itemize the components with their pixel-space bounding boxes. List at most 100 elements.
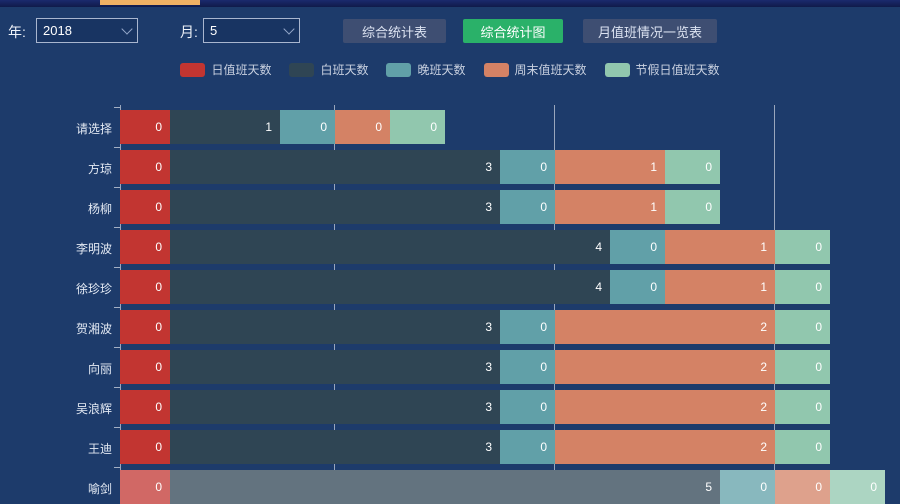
segment-value-label: 1	[650, 160, 657, 174]
legend-item[interactable]: 周末值班天数	[483, 61, 587, 78]
bar-segment-节假日值班天数[interactable]: 0	[775, 350, 830, 384]
segment-value-label: 0	[155, 320, 162, 334]
bar-segment-节假日值班天数[interactable]: 0	[830, 470, 885, 504]
bar-segment-周末值班天数[interactable]: 1	[555, 190, 665, 224]
category-label: 李明波	[75, 242, 112, 256]
chart-legend: 日值班天数 白班天数 晚班天数 周末值班天数 节假日值班天数	[0, 61, 900, 78]
legend-item[interactable]: 节假日值班天数	[604, 61, 720, 78]
bar-segment-周末值班天数[interactable]: 1	[665, 230, 775, 264]
month-select[interactable]: 5	[203, 18, 300, 43]
segment-value-label: 0	[815, 320, 822, 334]
month-label: 月:	[180, 24, 198, 40]
category-label: 杨柳	[87, 202, 112, 216]
bar-segment-晚班天数[interactable]: 0	[610, 270, 665, 304]
chart-row: 0 3 0 2 0	[120, 390, 830, 424]
bar-segment-白班天数[interactable]: 3	[170, 150, 500, 184]
bar-segment-周末值班天数[interactable]: 0	[775, 470, 830, 504]
bar-segment-节假日值班天数[interactable]: 0	[775, 270, 830, 304]
bar-segment-节假日值班天数[interactable]: 0	[665, 150, 720, 184]
year-select[interactable]: 2018	[36, 18, 138, 43]
bar-segment-白班天数[interactable]: 1	[170, 110, 280, 144]
bar-segment-日值班天数[interactable]: 0	[120, 270, 170, 304]
gridline	[334, 105, 335, 504]
bar-segment-白班天数[interactable]: 3	[170, 190, 500, 224]
summary-table-button[interactable]: 综合统计表	[343, 19, 446, 43]
legend-item[interactable]: 白班天数	[289, 61, 368, 78]
bar-segment-节假日值班天数[interactable]: 0	[775, 390, 830, 424]
segment-value-label: 3	[485, 320, 492, 334]
bar-segment-周末值班天数[interactable]: 1	[665, 270, 775, 304]
bar-segment-日值班天数[interactable]: 0	[120, 310, 170, 344]
bar-segment-晚班天数[interactable]: 0	[500, 190, 555, 224]
bar-segment-白班天数[interactable]: 4	[170, 230, 610, 264]
segment-value-label: 0	[155, 280, 162, 294]
segment-value-label: 0	[155, 160, 162, 174]
bar-segment-晚班天数[interactable]: 0	[720, 470, 775, 504]
bar-segment-节假日值班天数[interactable]: 0	[775, 310, 830, 344]
bar-segment-日值班天数[interactable]: 0	[120, 110, 170, 144]
bar-segment-周末值班天数[interactable]: 2	[555, 390, 775, 424]
segment-value-label: 4	[595, 280, 602, 294]
segment-value-label: 0	[155, 360, 162, 374]
segment-value-label: 0	[705, 200, 712, 214]
segment-value-label: 0	[320, 120, 327, 134]
bar-segment-周末值班天数[interactable]: 2	[555, 430, 775, 464]
y-axis-tick	[114, 267, 120, 268]
segment-value-label: 0	[815, 360, 822, 374]
bar-segment-晚班天数[interactable]: 0	[280, 110, 335, 144]
segment-value-label: 3	[485, 400, 492, 414]
chart-row: 0 3 0 2 0	[120, 310, 830, 344]
bar-segment-周末值班天数[interactable]: 2	[555, 350, 775, 384]
bar-segment-节假日值班天数[interactable]: 0	[665, 190, 720, 224]
bar-segment-白班天数[interactable]: 3	[170, 350, 500, 384]
segment-value-label: 2	[760, 360, 767, 374]
segment-value-label: 0	[375, 120, 382, 134]
bar-segment-周末值班天数[interactable]: 2	[555, 310, 775, 344]
bar-segment-白班天数[interactable]: 5	[170, 470, 720, 504]
bar-segment-日值班天数[interactable]: 0	[120, 230, 170, 264]
bar-segment-日值班天数[interactable]: 0	[120, 190, 170, 224]
bar-segment-日值班天数[interactable]: 0	[120, 350, 170, 384]
segment-value-label: 0	[155, 200, 162, 214]
bar-segment-节假日值班天数[interactable]: 0	[775, 230, 830, 264]
bar-segment-周末值班天数[interactable]: 0	[335, 110, 390, 144]
bar-segment-晚班天数[interactable]: 0	[500, 350, 555, 384]
segment-value-label: 3	[485, 160, 492, 174]
y-axis-tick	[114, 147, 120, 148]
y-axis-tick	[114, 347, 120, 348]
bar-segment-白班天数[interactable]: 4	[170, 270, 610, 304]
segment-value-label: 0	[815, 280, 822, 294]
segment-value-label: 2	[760, 320, 767, 334]
bar-segment-日值班天数[interactable]: 0	[120, 430, 170, 464]
bar-segment-日值班天数[interactable]: 0	[120, 150, 170, 184]
bar-segment-白班天数[interactable]: 3	[170, 430, 500, 464]
segment-value-label: 3	[485, 360, 492, 374]
bar-segment-晚班天数[interactable]: 0	[500, 150, 555, 184]
y-axis-tick	[114, 227, 120, 228]
bar-segment-晚班天数[interactable]: 0	[500, 310, 555, 344]
bar-segment-白班天数[interactable]: 3	[170, 310, 500, 344]
bar-segment-晚班天数[interactable]: 0	[500, 430, 555, 464]
bar-segment-日值班天数[interactable]: 0	[120, 390, 170, 424]
bar-segment-节假日值班天数[interactable]: 0	[775, 430, 830, 464]
bar-segment-白班天数[interactable]: 3	[170, 390, 500, 424]
legend-item[interactable]: 晚班天数	[386, 61, 466, 78]
month-duty-overview-button[interactable]: 月值班情况一览表	[583, 19, 717, 43]
segment-value-label: 0	[155, 440, 162, 454]
segment-value-label: 1	[650, 200, 657, 214]
summary-chart-button[interactable]: 综合统计图	[463, 19, 563, 43]
segment-value-label: 0	[155, 400, 162, 414]
bar-segment-晚班天数[interactable]: 0	[610, 230, 665, 264]
bar-segment-节假日值班天数[interactable]: 0	[390, 110, 445, 144]
segment-value-label: 0	[540, 440, 547, 454]
legend-item[interactable]: 日值班天数	[180, 61, 271, 78]
y-axis-tick	[114, 107, 120, 108]
category-label: 喻剑	[87, 482, 112, 496]
bar-segment-周末值班天数[interactable]: 1	[555, 150, 665, 184]
bar-segment-日值班天数[interactable]: 0	[120, 470, 170, 504]
segment-value-label: 0	[760, 480, 767, 494]
segment-value-label: 5	[705, 480, 712, 494]
bar-segment-晚班天数[interactable]: 0	[500, 390, 555, 424]
segment-value-label: 0	[705, 160, 712, 174]
